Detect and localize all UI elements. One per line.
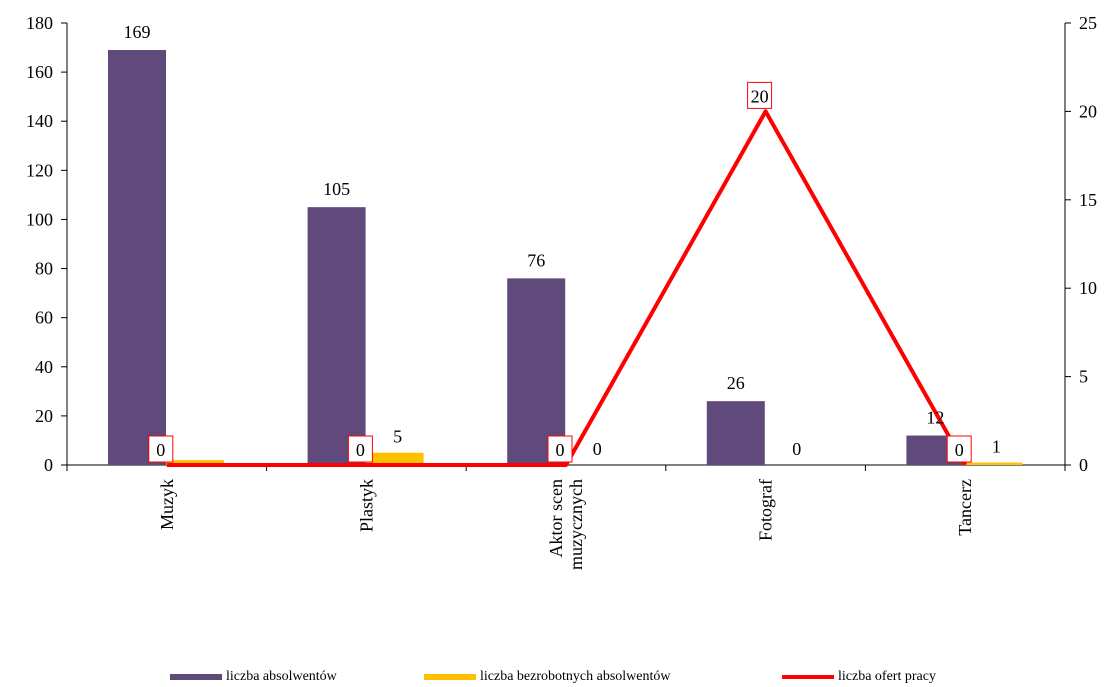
data-label-absolwenci: 169 <box>124 22 151 42</box>
left-axis-tick-label: 20 <box>35 406 53 426</box>
data-label-box-oferty <box>148 435 174 463</box>
data-label-bezrobotni: 1 <box>992 437 1001 457</box>
bar-bezrobotni <box>166 460 224 465</box>
bar-bezrobotni <box>365 452 424 465</box>
right-axis-tick-label: 25 <box>1079 13 1097 33</box>
right-axis-tick-label: 15 <box>1079 190 1097 210</box>
right-axis-tick-label: 10 <box>1079 278 1097 298</box>
data-label-absolwenci: 26 <box>727 373 745 393</box>
line-oferty <box>166 109 967 467</box>
chart-line <box>166 109 967 467</box>
legend-label-bezrobotni: liczba bezrobotnych absolwentów <box>480 669 671 684</box>
data-label-bezrobotni: 0 <box>593 439 602 459</box>
legend-label-oferty: liczba ofert pracy <box>838 669 936 684</box>
data-label-oferty: 0 <box>955 440 964 460</box>
data-label-box-oferty <box>347 435 373 463</box>
chart-category-labels: Muzyk Plastyk Aktor scen muzycznych Fotograf… <box>157 479 975 570</box>
data-label-box-oferty <box>747 81 773 109</box>
left-axis-tick-label: 100 <box>26 209 53 229</box>
data-label-absolwenci: 105 <box>323 179 350 199</box>
data-label-absolwenci: 12 <box>926 408 944 428</box>
right-axis-tick-label: 5 <box>1079 367 1088 387</box>
chart-data-labels: 169 105 5 76 0 26 0 12 1 0 0 0 20 0 <box>124 22 1001 463</box>
left-axis-tick-label: 80 <box>35 259 53 279</box>
data-label-bezrobotni: 0 <box>792 439 801 459</box>
left-axis-tick-label: 180 <box>26 13 53 33</box>
data-label-box-oferty <box>547 435 573 463</box>
left-axis-tick-label: 0 <box>44 455 53 475</box>
category-label: Tancerz <box>955 479 975 536</box>
legend-item-absolwenci: liczba absolwentów <box>170 668 337 686</box>
left-axis-tick-label: 120 <box>26 160 53 180</box>
left-axis-tick-label: 40 <box>35 357 53 377</box>
bar-bezrobotni <box>964 462 1023 465</box>
chart-bars <box>108 50 1023 466</box>
bar-absolwenci <box>507 278 566 465</box>
legend-item-bezrobotni: liczba bezrobotnych absolwentów <box>424 668 671 686</box>
chart-legend: liczba absolwentów liczba bezrobotnych a… <box>0 668 1115 686</box>
data-label-absolwenci: 76 <box>527 250 545 270</box>
bar-absolwenci <box>307 207 366 465</box>
category-label: Muzyk <box>157 479 177 530</box>
right-axis-tick-label: 0 <box>1079 455 1088 475</box>
data-label-oferty: 0 <box>556 440 565 460</box>
bar-absolwenci <box>706 401 765 465</box>
legend-swatch-oferty <box>782 675 834 679</box>
data-label-bezrobotni: 5 <box>393 427 402 447</box>
legend-item-oferty: liczba ofert pracy <box>782 668 936 686</box>
category-label: Plastyk <box>356 479 376 532</box>
category-label: Aktor scen <box>546 479 566 557</box>
legend-swatch-bezrobotni <box>424 674 476 680</box>
data-label-oferty: 0 <box>356 440 365 460</box>
bar-absolwenci <box>108 50 166 466</box>
left-axis-tick-label: 160 <box>26 62 53 82</box>
legend-swatch-absolwenci <box>170 674 222 680</box>
data-label-box-oferty <box>946 435 972 463</box>
data-label-oferty: 0 <box>156 440 165 460</box>
right-axis-tick-label: 20 <box>1079 101 1097 121</box>
category-label: Fotograf <box>756 479 776 541</box>
left-axis-tick-label: 140 <box>26 111 53 131</box>
left-axis-tick-label: 60 <box>35 308 53 328</box>
data-label-oferty: 20 <box>751 86 769 106</box>
category-label: muzycznych <box>566 479 586 570</box>
legend-label-absolwenci: liczba absolwentów <box>226 669 337 684</box>
